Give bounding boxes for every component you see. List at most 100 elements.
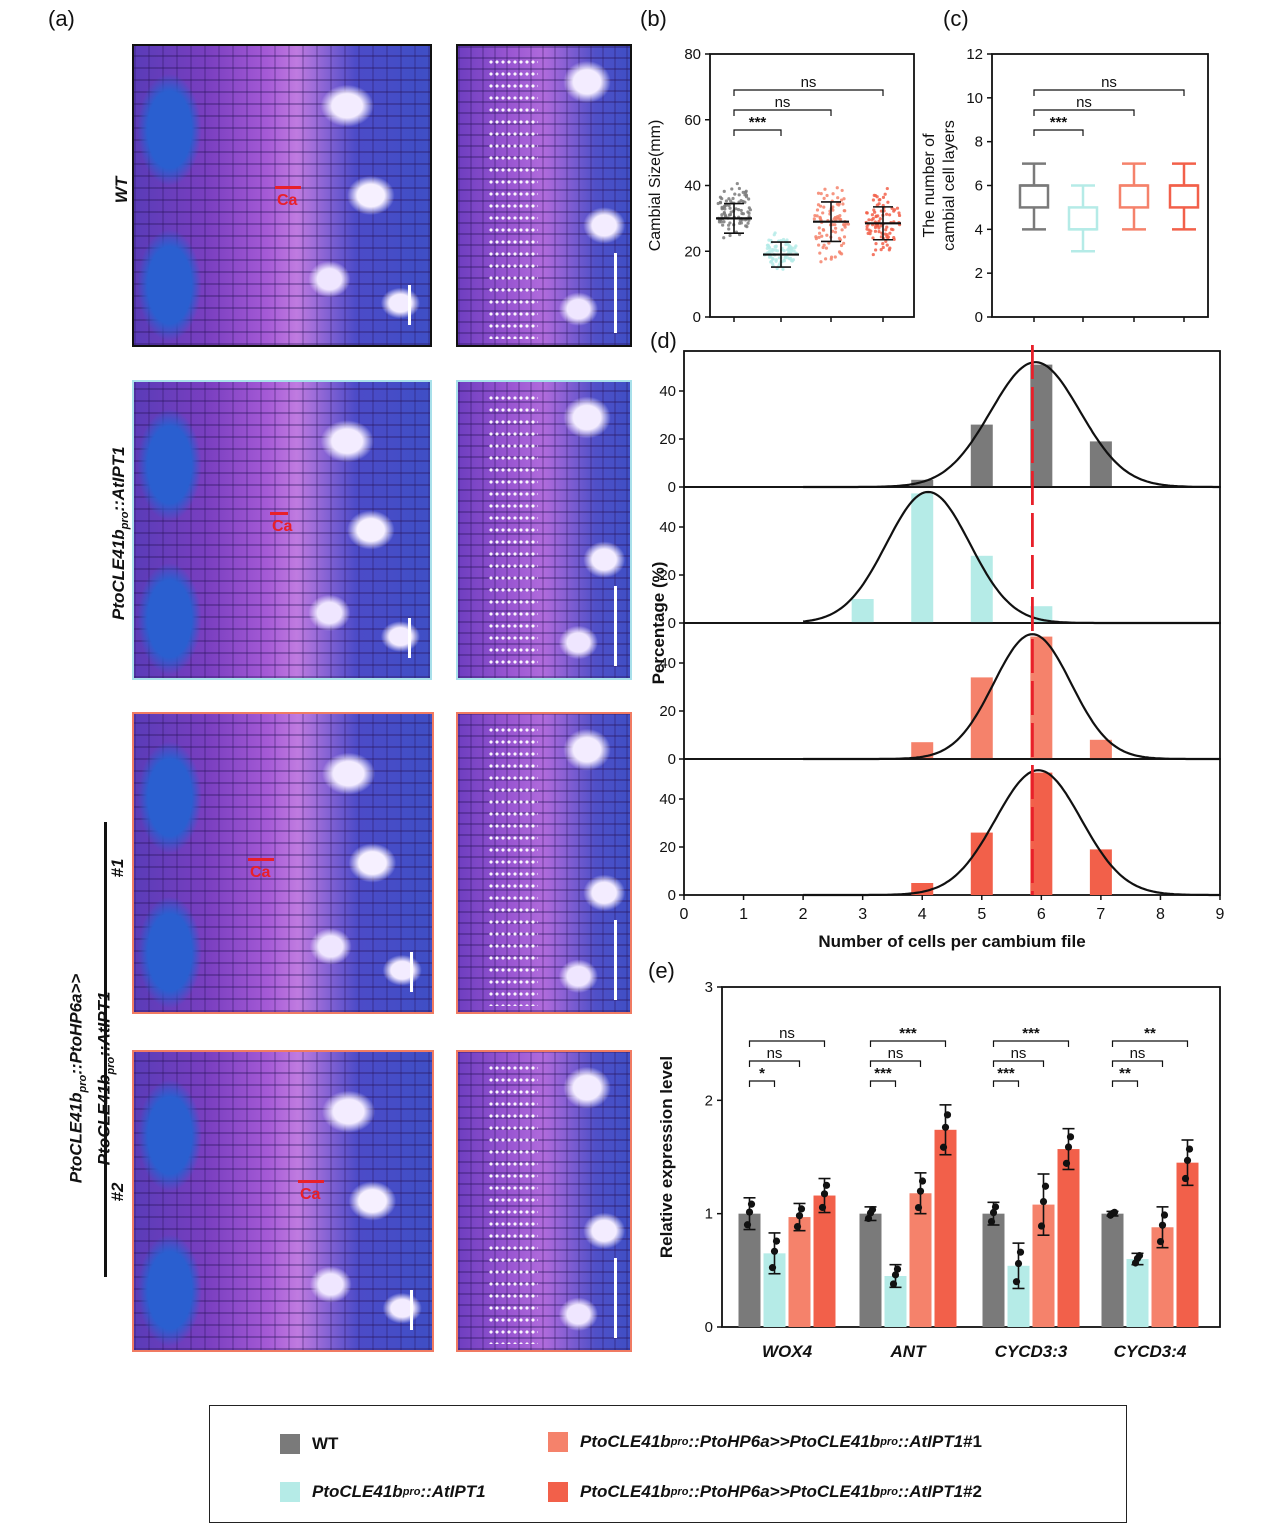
data-point xyxy=(723,207,727,211)
data-point xyxy=(747,211,751,215)
significance-bracket xyxy=(992,1060,1045,1067)
tissue-texture xyxy=(134,382,430,678)
data-point xyxy=(817,231,822,235)
data-point xyxy=(833,255,837,259)
data-point xyxy=(842,197,846,201)
data-point xyxy=(747,197,751,201)
data-point xyxy=(774,258,778,262)
data-point xyxy=(736,208,741,212)
expression-bar xyxy=(1176,1162,1199,1327)
data-point xyxy=(874,214,878,218)
replicate-point xyxy=(941,1123,950,1131)
legend-swatch-ipt xyxy=(280,1482,300,1502)
data-point xyxy=(775,249,780,253)
data-point xyxy=(867,218,871,222)
significance-label: *** xyxy=(1022,1025,1040,1042)
data-point xyxy=(874,248,878,252)
expression-bar xyxy=(763,1253,786,1327)
expression-bar xyxy=(884,1276,907,1327)
data-point xyxy=(881,195,886,199)
data-point xyxy=(883,192,887,196)
data-point xyxy=(888,231,892,235)
x-tick-label: 6 xyxy=(1037,906,1046,923)
significance-label: *** xyxy=(899,1025,917,1042)
data-point xyxy=(816,191,821,195)
data-point xyxy=(785,256,790,260)
y-tick-label: 20 xyxy=(659,431,676,448)
scale-bar xyxy=(614,253,617,333)
replicate-point xyxy=(822,1181,831,1189)
data-point xyxy=(722,220,726,224)
chart-e: 0123WOX4*nsnsANT***ns***CYCD3:3***ns***C… xyxy=(657,979,1221,1361)
replicate-point xyxy=(1156,1237,1165,1246)
expression-bar xyxy=(1126,1259,1149,1327)
data-point xyxy=(724,199,729,203)
data-point xyxy=(722,236,726,240)
expression-bar xyxy=(982,1213,1005,1327)
significance-bracket xyxy=(1033,89,1185,96)
data-point xyxy=(840,188,844,193)
data-point xyxy=(895,206,900,210)
y-tick-label: 0 xyxy=(668,751,676,768)
replicate-point xyxy=(797,1205,806,1213)
data-point xyxy=(827,241,831,245)
data-point xyxy=(821,245,825,250)
data-point xyxy=(834,226,838,230)
micrograph-overview xyxy=(132,380,432,680)
replicate-point xyxy=(1181,1174,1190,1183)
y-tick-label: 20 xyxy=(659,839,676,856)
legend-item-ipt: PtoCLE41b pro::AtIPT1 xyxy=(280,1482,486,1502)
expression-bar xyxy=(1151,1227,1174,1327)
subplot-frame xyxy=(683,350,1221,488)
data-point xyxy=(743,193,747,197)
data-point xyxy=(865,211,869,215)
x-tick-label: 0 xyxy=(680,906,689,923)
data-point xyxy=(728,213,732,217)
y-tick-label: 0 xyxy=(975,309,983,326)
data-point xyxy=(881,242,885,246)
data-point xyxy=(842,235,847,239)
data-point xyxy=(834,216,839,221)
data-point xyxy=(731,196,735,201)
legend-swatch-hp2 xyxy=(548,1482,568,1502)
y-axis-label-line: cambial cell layers xyxy=(941,120,958,251)
y-tick-label: 0 xyxy=(668,615,676,632)
histogram-bar xyxy=(1089,441,1112,487)
significance-bracket xyxy=(748,1080,776,1087)
cambium-cell-dots xyxy=(488,392,538,672)
significance-label: ns xyxy=(1130,1045,1146,1062)
replicate-point xyxy=(1135,1252,1144,1260)
tissue-texture xyxy=(134,1052,432,1350)
significance-bracket xyxy=(1111,1060,1164,1067)
data-point xyxy=(819,192,823,196)
replicate-point xyxy=(939,1143,948,1151)
data-point xyxy=(741,190,745,194)
data-point xyxy=(865,227,869,231)
tissue-texture xyxy=(458,382,630,678)
replicate-point xyxy=(747,1200,756,1208)
micrograph-zoom xyxy=(456,1050,632,1352)
data-point xyxy=(733,192,737,196)
data-point xyxy=(870,218,874,222)
micrograph-zoom xyxy=(456,712,632,1014)
replicate-point xyxy=(918,1177,927,1185)
tissue-texture xyxy=(134,46,430,345)
data-point xyxy=(737,186,742,191)
y-tick-label: 6 xyxy=(975,178,983,195)
cambium-width-line xyxy=(270,512,288,515)
row-label-line1: #1 xyxy=(108,858,127,878)
y-tick-label: 20 xyxy=(659,567,676,584)
significance-label: ns xyxy=(888,1045,904,1062)
significance-label: ** xyxy=(1144,1025,1156,1042)
significance-label: ns xyxy=(801,74,817,91)
data-point xyxy=(768,249,772,253)
data-point xyxy=(879,248,883,252)
data-point xyxy=(838,213,842,218)
gaussian-fit xyxy=(803,769,1220,897)
box xyxy=(1018,184,1050,209)
significance-label: ns xyxy=(1011,1045,1027,1062)
data-point xyxy=(822,205,826,209)
y-axis-label: The number of cambial cell layers xyxy=(922,120,958,251)
data-point xyxy=(839,198,844,202)
